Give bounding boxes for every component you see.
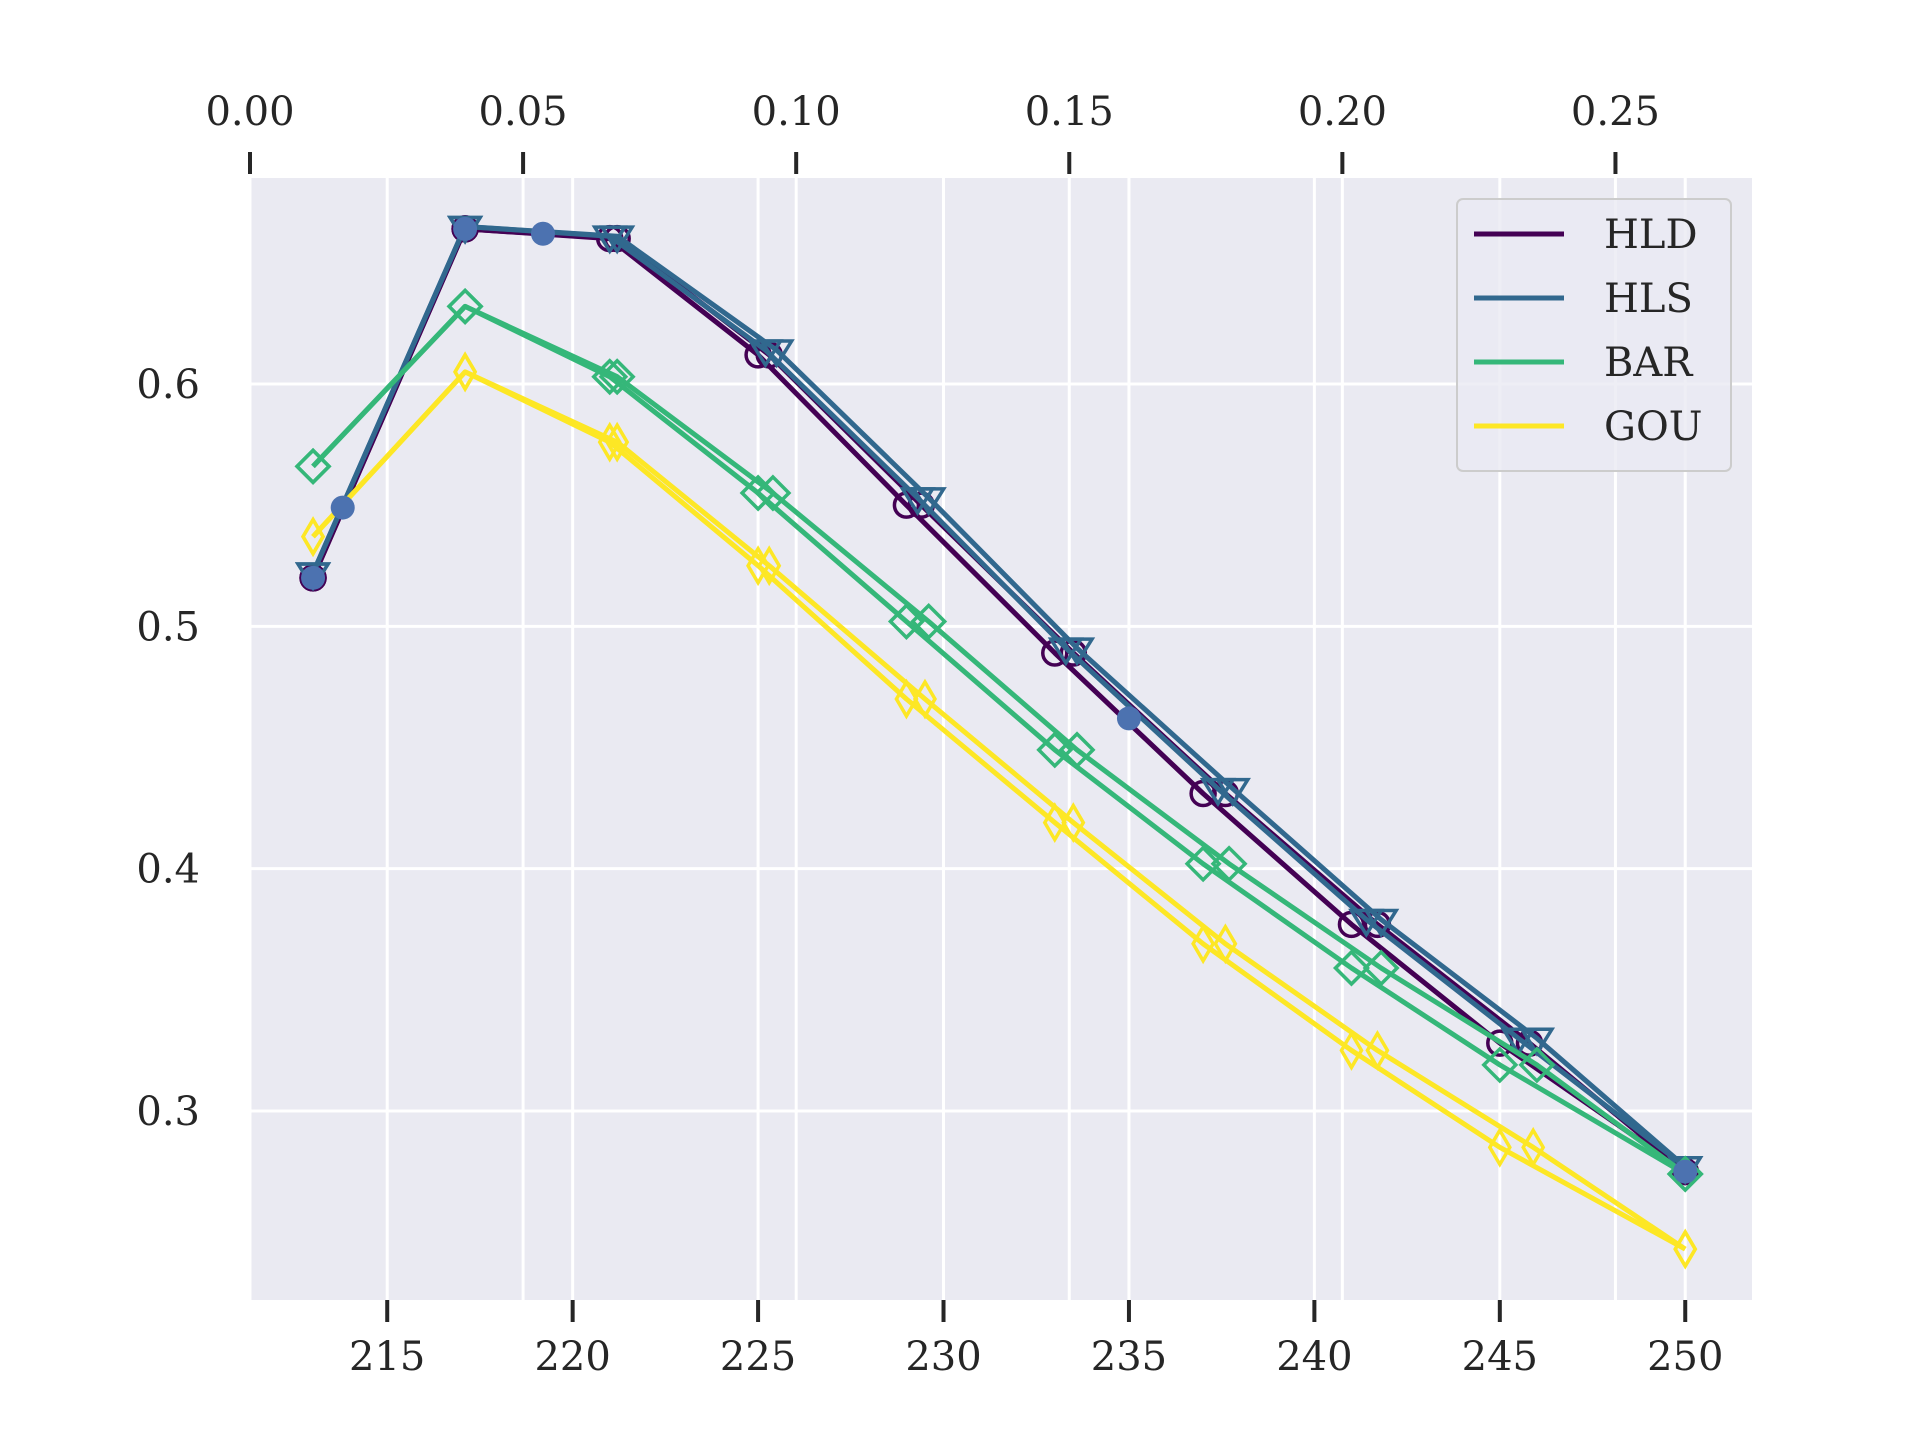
data-point-bar — [598, 358, 636, 396]
y-axis: 0.3 0.4 0.5 0.6 — [136, 362, 200, 1135]
data-point-gou — [453, 351, 478, 393]
data-point-bar — [294, 447, 332, 485]
data-point-gou — [1521, 1126, 1546, 1168]
data-point-gou — [746, 545, 771, 587]
bottom-tick-label: 220 — [534, 1334, 610, 1380]
series-bar — [294, 287, 1704, 1193]
data-point-bar — [1481, 1046, 1519, 1084]
data-point-gou — [912, 678, 938, 720]
data-point-bar — [754, 474, 792, 512]
y-tick-label: 0.4 — [136, 847, 200, 893]
data-point-gou — [757, 545, 782, 587]
legend: HLD HLS BAR GOU — [1456, 198, 1732, 472]
data-point-hls — [1214, 777, 1251, 807]
data-point-hls — [1362, 908, 1400, 938]
data-point-bar — [1362, 949, 1400, 987]
bottom-tick-label: 225 — [720, 1334, 796, 1380]
y-tick-label: 0.6 — [136, 362, 200, 408]
data-point-bar — [446, 287, 484, 325]
top-tick-label: 0.05 — [479, 89, 568, 135]
filled-point — [1673, 1159, 1698, 1184]
filled-point — [1116, 706, 1141, 731]
data-point-gou — [1191, 923, 1216, 965]
legend-box — [1456, 198, 1732, 472]
data-point-bar — [1184, 845, 1222, 883]
y-tick-label: 0.3 — [136, 1089, 200, 1135]
data-point-gou — [1213, 923, 1238, 965]
series-gou — [301, 351, 1698, 1270]
data-point-gou — [1061, 802, 1086, 844]
data-point-bar — [1332, 949, 1370, 987]
top-tick-label: 0.25 — [1571, 89, 1660, 135]
data-point-gou — [1042, 802, 1067, 844]
data-point-hls — [910, 487, 947, 517]
data-point-gou — [301, 516, 326, 558]
filled-point — [330, 495, 355, 520]
filled-point — [301, 565, 326, 590]
data-point-gou — [597, 421, 622, 463]
legend-label: GOU — [1604, 404, 1702, 450]
data-point-gou — [605, 421, 630, 463]
data-point-hld — [1041, 639, 1069, 667]
data-point-gou — [1339, 1029, 1364, 1071]
extra-points — [301, 216, 1698, 1184]
legend-label: HLD — [1604, 212, 1698, 258]
top-tick-label: 0.15 — [1025, 89, 1114, 135]
data-point-bar — [1058, 731, 1096, 769]
data-point-hls — [598, 225, 636, 255]
bottom-x-axis: 215 220 225 230 235 240 245 250 — [349, 1300, 1723, 1380]
data-point-gou — [1673, 1228, 1698, 1270]
data-point-gou — [1365, 1029, 1390, 1071]
data-point-gou — [894, 678, 919, 720]
bottom-tick-label: 230 — [905, 1334, 981, 1380]
legend-label: BAR — [1604, 340, 1694, 386]
series-line-gou-1 — [311, 369, 1687, 1252]
data-point-hls — [1500, 1027, 1537, 1057]
data-point-hls — [758, 339, 795, 369]
y-tick-label: 0.5 — [136, 604, 200, 650]
series-line-bar-1 — [311, 303, 1687, 1177]
top-x-axis: 0.00 0.05 0.10 0.15 0.20 0.25 — [205, 89, 1660, 174]
data-point-bar — [1210, 845, 1248, 883]
data-point-hls — [1518, 1027, 1556, 1057]
data-point-bar — [739, 474, 777, 512]
bottom-tick-label: 250 — [1647, 1334, 1723, 1380]
bottom-tick-label: 235 — [1091, 1334, 1167, 1380]
bottom-tick-label: 245 — [1462, 1334, 1538, 1380]
top-tick-label: 0.00 — [205, 89, 294, 135]
data-point-hls — [1058, 637, 1096, 667]
filled-point — [453, 216, 478, 241]
data-point-bar — [910, 602, 948, 640]
filled-point — [530, 221, 555, 246]
data-point-bar — [1518, 1046, 1556, 1084]
data-point-bar — [591, 358, 629, 396]
bottom-tick-label: 240 — [1276, 1334, 1352, 1380]
data-point-gou — [1487, 1126, 1512, 1168]
legend-label: HLS — [1604, 276, 1693, 322]
top-tick-label: 0.10 — [752, 89, 841, 135]
top-tick-label: 0.20 — [1298, 89, 1387, 135]
bottom-tick-label: 215 — [349, 1334, 425, 1380]
